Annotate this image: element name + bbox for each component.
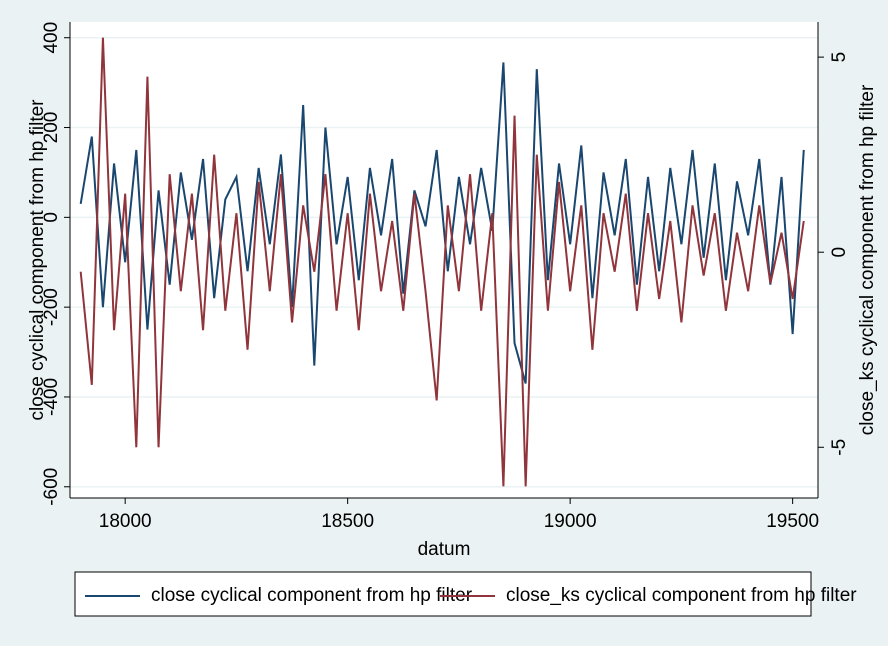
y-axis-title: close cyclical component from hp filter: [27, 99, 48, 421]
y2-tick-label: -5: [829, 439, 850, 456]
legend-label: close_ks cyclical component from hp filt…: [506, 585, 857, 606]
series-line: [79, 37, 805, 487]
y2-axis-title: close_ks cyclical component from hp filt…: [857, 84, 878, 435]
y-tick-label: -600: [41, 468, 62, 506]
x-tick-label: 19500: [766, 511, 819, 532]
y-tick-label: 400: [41, 22, 62, 54]
x-tick-label: 19000: [544, 511, 597, 532]
series-line: [79, 62, 805, 384]
y-tick-label: 200: [41, 112, 62, 144]
y-tick-label: -200: [41, 288, 62, 326]
x-tick-label: 18000: [99, 511, 152, 532]
x-tick-label: 18500: [321, 511, 374, 532]
y2-tick-label: 5: [829, 52, 850, 63]
y-tick-label: 0: [41, 212, 62, 223]
x-axis-title: datum: [418, 539, 471, 560]
y2-tick-label: 0: [829, 247, 850, 258]
y-tick-label: -400: [41, 378, 62, 416]
legend-label: close cyclical component from hp filter: [151, 585, 473, 606]
legend-box: [74, 571, 812, 617]
